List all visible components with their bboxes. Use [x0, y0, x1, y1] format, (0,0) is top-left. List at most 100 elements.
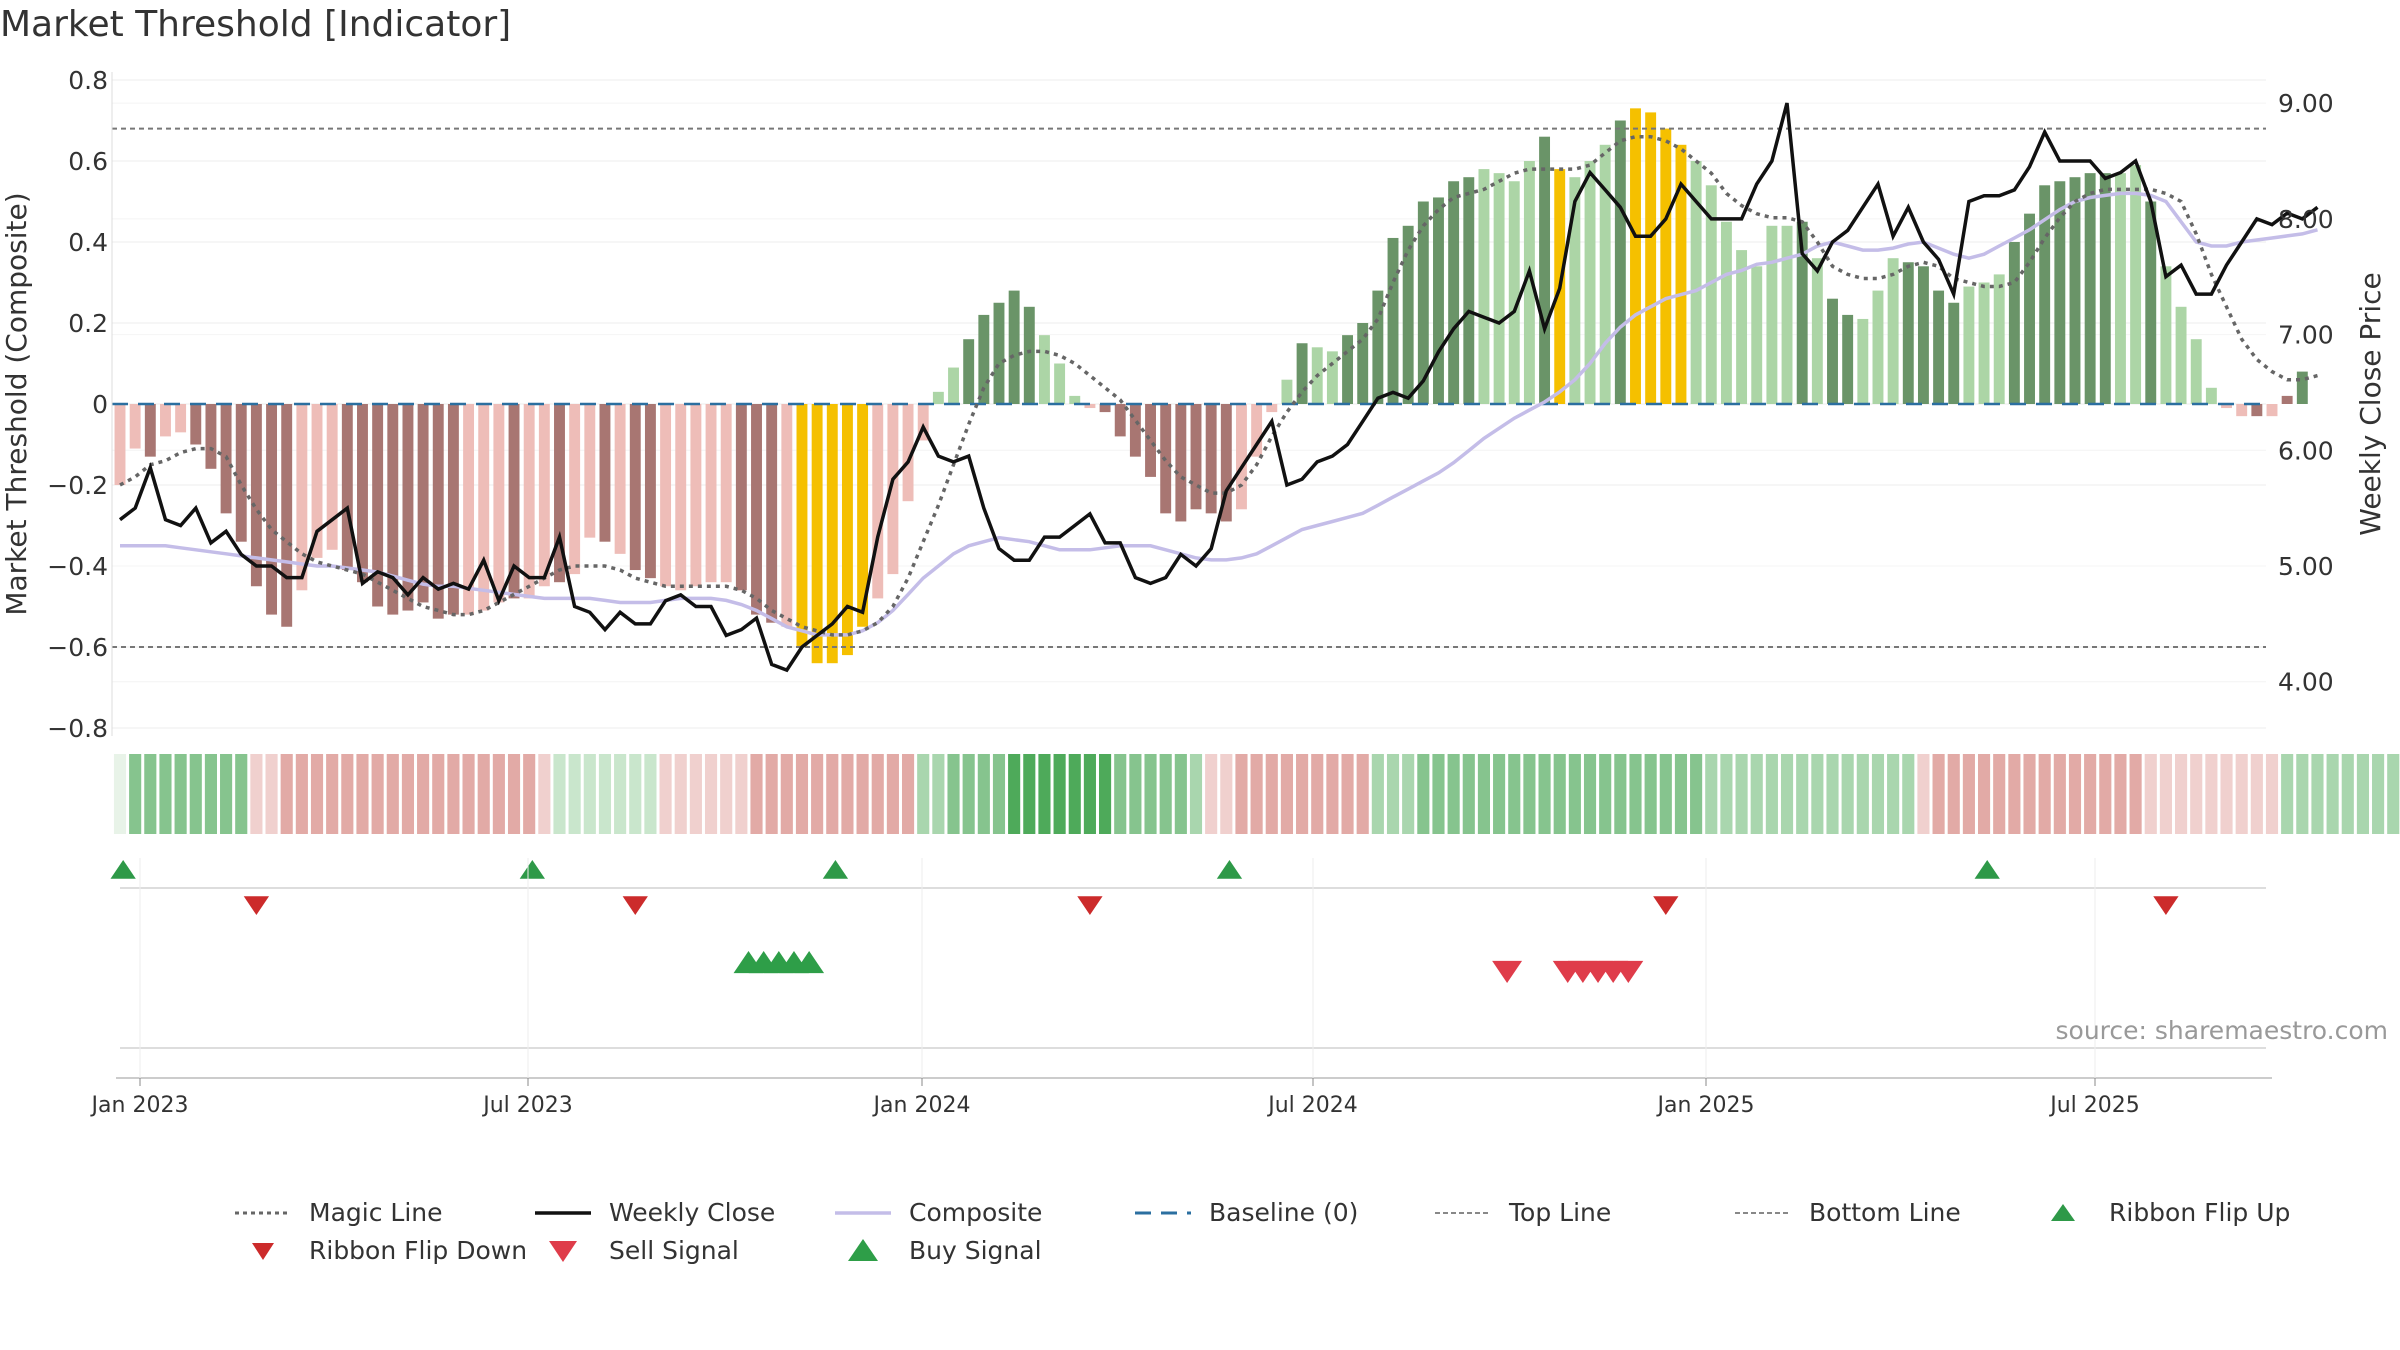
composite-bar: [2160, 266, 2172, 404]
y-left-axis-label: Market Threshold (Composite): [0, 192, 33, 615]
ribbon-cell: [856, 754, 869, 834]
ribbon-cell: [2387, 754, 2400, 834]
composite-bar: [1478, 169, 1490, 404]
ribbon-cell: [2038, 754, 2051, 834]
ribbon-cell: [1296, 754, 1309, 834]
ribbon-cell: [2068, 754, 2082, 834]
composite-bar: [2084, 173, 2096, 404]
composite-bar: [1857, 318, 1869, 404]
composite-bar: [1417, 201, 1429, 404]
composite-bar: [2008, 242, 2020, 404]
ribbon-cell: [1811, 754, 1824, 834]
y-right-tick-label: 8.00: [2278, 205, 2334, 234]
composite-bar: [872, 404, 884, 599]
composite-bar: [932, 391, 944, 404]
ribbon-cell: [1705, 754, 1718, 834]
ribbon-cell: [2311, 754, 2324, 834]
ribbon-flip-down-marker: [243, 896, 270, 915]
x-tick-label: Jul 2025: [2048, 1093, 2140, 1118]
y-left-tick-label: −0.6: [47, 633, 108, 662]
ribbon-cell: [1599, 754, 1612, 834]
ribbon-cell: [1099, 754, 1112, 834]
ribbon-cell: [1174, 754, 1187, 834]
ribbon-cell: [841, 754, 854, 834]
ribbon-cell: [2023, 754, 2036, 834]
ribbon-cell: [1644, 754, 1657, 834]
ribbon-cell: [1765, 754, 1778, 834]
ribbon-cell: [1386, 754, 1400, 834]
composite-bar: [1205, 404, 1217, 514]
composite-bar: [508, 404, 520, 599]
ribbon-cell: [1583, 754, 1597, 834]
ribbon-cell: [674, 754, 687, 834]
ribbon-cell: [886, 754, 899, 834]
composite-bar: [857, 404, 869, 627]
ribbon-cell: [189, 754, 202, 834]
ribbon-cell: [614, 754, 627, 834]
ribbon-flip-up-marker: [822, 860, 849, 879]
ribbon-cell: [553, 754, 566, 834]
composite-bar: [2190, 339, 2202, 404]
ribbon-cell: [720, 754, 733, 834]
ribbon-cell: [901, 754, 915, 834]
ribbon-cell: [1993, 754, 2006, 834]
composite-bar: [1660, 128, 1672, 404]
source-credit: source: sharemaestro.com: [2055, 1016, 2389, 1045]
ribbon-cell: [1417, 754, 1430, 834]
composite-bar: [357, 404, 368, 583]
composite-bar: [1251, 404, 1263, 457]
composite-bar: [144, 404, 156, 457]
y-left-tick-label: 0: [92, 390, 108, 419]
composite-bar: [1296, 343, 1308, 404]
composite-bar: [1796, 221, 1808, 404]
composite-bar: [2221, 404, 2232, 409]
composite-bar: [1948, 302, 1960, 404]
ribbon-cell: [295, 754, 308, 834]
ribbon-cell: [1568, 754, 1581, 834]
ribbon-cell: [2190, 754, 2203, 834]
composite-bar: [826, 404, 838, 664]
composite-bar: [1129, 404, 1141, 457]
composite-bar: [235, 404, 247, 542]
ribbon-cell: [129, 754, 142, 834]
legend-label: Magic Line: [309, 1198, 443, 1227]
composite-bar: [735, 404, 747, 591]
composite-bar: [614, 404, 626, 554]
composite-bar: [1448, 181, 1460, 404]
ribbon-cell: [1553, 754, 1566, 834]
ribbon-cell: [750, 754, 763, 834]
composite-bar: [1236, 404, 1247, 510]
composite-bar: [1054, 363, 1066, 404]
composite-bar: [463, 404, 475, 615]
ribbon-cell: [977, 754, 990, 834]
ribbon-cell: [250, 754, 263, 834]
ribbon-cell: [629, 754, 642, 834]
ribbon-cell: [1129, 754, 1142, 834]
ribbon-cell: [1614, 754, 1627, 834]
legend-swatch-flipdown: [252, 1242, 274, 1260]
composite-bar: [993, 302, 1005, 404]
composite-bar: [387, 404, 399, 615]
ribbon-cell: [386, 754, 399, 834]
ribbon-cell: [2053, 754, 2066, 834]
legend-swatch-bottom: [1735, 1211, 1791, 1214]
x-tick-label: Jul 2023: [481, 1093, 573, 1118]
composite-bar: [538, 404, 550, 587]
composite-bar: [205, 404, 217, 469]
ribbon-cell: [113, 754, 127, 834]
legend-label: Ribbon Flip Down: [309, 1236, 528, 1265]
composite-bar: [584, 404, 596, 538]
ribbon-cell: [2281, 754, 2294, 834]
ribbon-cell: [765, 754, 778, 834]
ribbon-cell: [826, 754, 839, 834]
composite-bar: [554, 404, 565, 583]
composite-bar: [1493, 173, 1505, 404]
ribbon-cell: [1796, 754, 1809, 834]
composite-bar: [599, 404, 611, 542]
ribbon-cell: [159, 754, 172, 834]
composite-bar: [1523, 161, 1535, 404]
y-right-tick-label: 4.00: [2278, 668, 2334, 697]
ribbon-cell: [1189, 754, 1203, 834]
y-left-tick-label: −0.4: [47, 552, 108, 581]
composite-bar: [2145, 201, 2157, 404]
